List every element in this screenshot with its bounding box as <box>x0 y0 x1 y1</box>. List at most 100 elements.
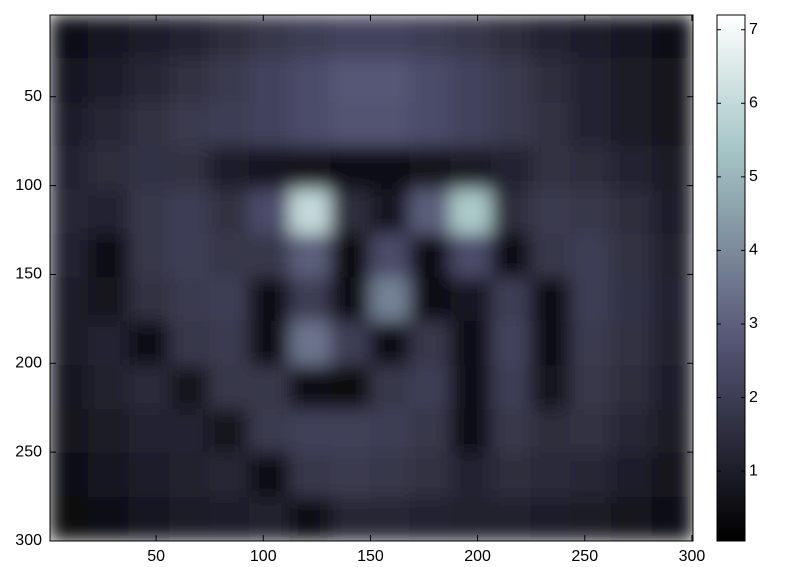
y-tick-label: 100 <box>15 177 42 194</box>
cell <box>570 409 613 454</box>
cell <box>289 496 332 541</box>
cell <box>50 102 90 147</box>
cell <box>450 146 493 191</box>
cell <box>369 102 411 147</box>
cell <box>491 409 532 454</box>
cell <box>491 146 532 191</box>
cell <box>369 409 411 454</box>
cell <box>369 277 411 323</box>
cell <box>88 452 130 498</box>
cell <box>491 496 532 541</box>
cell <box>248 102 291 147</box>
cell <box>530 496 572 541</box>
cell <box>611 102 653 147</box>
cell <box>409 15 452 60</box>
cell <box>209 146 250 191</box>
cell <box>530 365 572 410</box>
cell <box>611 452 653 498</box>
colorbar-frame <box>716 14 746 542</box>
cell <box>128 496 171 541</box>
cell <box>289 452 332 498</box>
cell <box>88 233 130 279</box>
cell <box>248 58 291 104</box>
cell <box>50 321 90 367</box>
cell <box>611 277 653 323</box>
cell <box>450 58 493 104</box>
cell <box>409 233 452 279</box>
colorbar-tick-label: 4 <box>749 242 758 259</box>
cell <box>169 15 211 60</box>
cell <box>570 452 613 498</box>
cell <box>209 102 250 147</box>
cell <box>330 146 371 191</box>
cell <box>450 277 493 323</box>
cell <box>169 496 211 541</box>
cell <box>330 233 371 279</box>
x-tick-label: 300 <box>679 548 706 565</box>
cell <box>570 146 613 191</box>
cell <box>88 189 130 235</box>
cell <box>369 496 411 541</box>
cell <box>450 321 493 367</box>
cell <box>330 452 371 498</box>
cell <box>651 321 693 367</box>
cell <box>491 233 532 279</box>
cell <box>491 365 532 410</box>
y-tick-label: 200 <box>15 355 42 372</box>
cell <box>128 233 171 279</box>
x-tick-label: 150 <box>357 548 384 565</box>
cell <box>289 233 332 279</box>
cell <box>409 189 452 235</box>
cell <box>50 58 90 104</box>
cell <box>248 146 291 191</box>
cell <box>491 321 532 367</box>
cell <box>651 58 693 104</box>
cell <box>330 409 371 454</box>
cell <box>128 58 171 104</box>
cell <box>169 233 211 279</box>
cell <box>169 146 211 191</box>
cell <box>409 277 452 323</box>
cell <box>570 233 613 279</box>
cell <box>209 321 250 367</box>
cell <box>570 365 613 410</box>
x-tick-label: 250 <box>571 548 598 565</box>
y-tick-label: 150 <box>15 266 42 283</box>
cell <box>369 321 411 367</box>
cell <box>409 102 452 147</box>
cell <box>409 409 452 454</box>
heatmap <box>50 15 693 541</box>
cell <box>50 409 90 454</box>
cell <box>611 321 653 367</box>
x-tick-label: 200 <box>464 548 491 565</box>
cell <box>491 15 532 60</box>
cell <box>450 102 493 147</box>
cell <box>248 496 291 541</box>
cell <box>289 409 332 454</box>
cell <box>289 189 332 235</box>
cell <box>651 189 693 235</box>
cell <box>330 277 371 323</box>
cell <box>611 496 653 541</box>
cell <box>530 409 572 454</box>
cell <box>450 365 493 410</box>
cell <box>248 409 291 454</box>
cell <box>88 58 130 104</box>
cell <box>330 321 371 367</box>
cell <box>209 452 250 498</box>
cell <box>128 321 171 367</box>
cell <box>88 277 130 323</box>
cell <box>289 277 332 323</box>
cell <box>651 15 693 60</box>
cell <box>209 233 250 279</box>
cell <box>289 15 332 60</box>
cell <box>169 58 211 104</box>
cell <box>611 409 653 454</box>
cell <box>570 189 613 235</box>
cell <box>491 58 532 104</box>
y-tick-label: 50 <box>24 88 42 105</box>
cell <box>50 277 90 323</box>
cell <box>88 146 130 191</box>
cell <box>209 189 250 235</box>
cell <box>289 321 332 367</box>
